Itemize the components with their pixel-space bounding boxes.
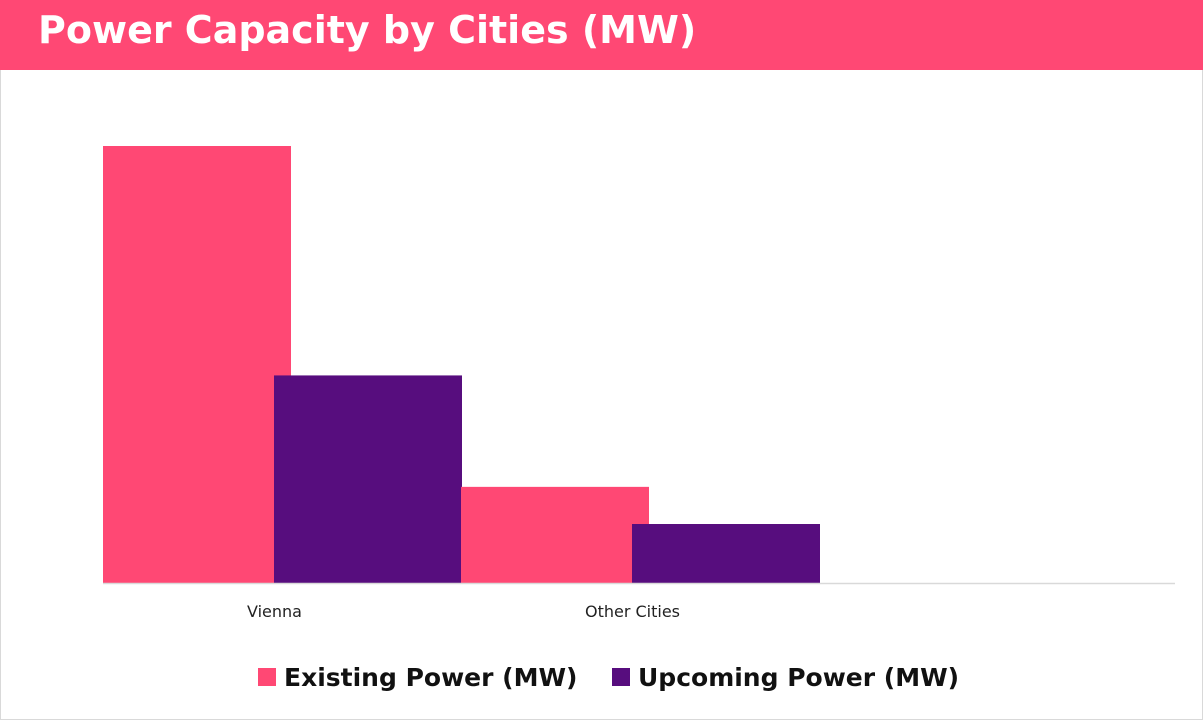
x-tick-label: Other Cities (585, 602, 680, 621)
title-bar: Power Capacity by Cities (MW) (0, 0, 1203, 70)
bar-existing-vienna (103, 146, 291, 583)
legend-swatch-upcoming (612, 668, 630, 686)
legend-item-existing: Existing Power (MW) (258, 654, 577, 700)
page-title: Power Capacity by Cities (MW) (38, 8, 697, 52)
legend: Existing Power (MW) Upcoming Power (MW) (0, 654, 1203, 700)
legend-swatch-existing (258, 668, 276, 686)
bar-upcoming-other-cities (632, 524, 820, 583)
legend-item-upcoming: Upcoming Power (MW) (612, 654, 959, 700)
legend-label-upcoming: Upcoming Power (MW) (638, 662, 960, 692)
legend-label-existing: Existing Power (MW) (284, 662, 578, 692)
bar-existing-other-cities (461, 486, 649, 583)
bar-upcoming-vienna (274, 375, 462, 583)
x-tick-label: Vienna (247, 602, 302, 621)
